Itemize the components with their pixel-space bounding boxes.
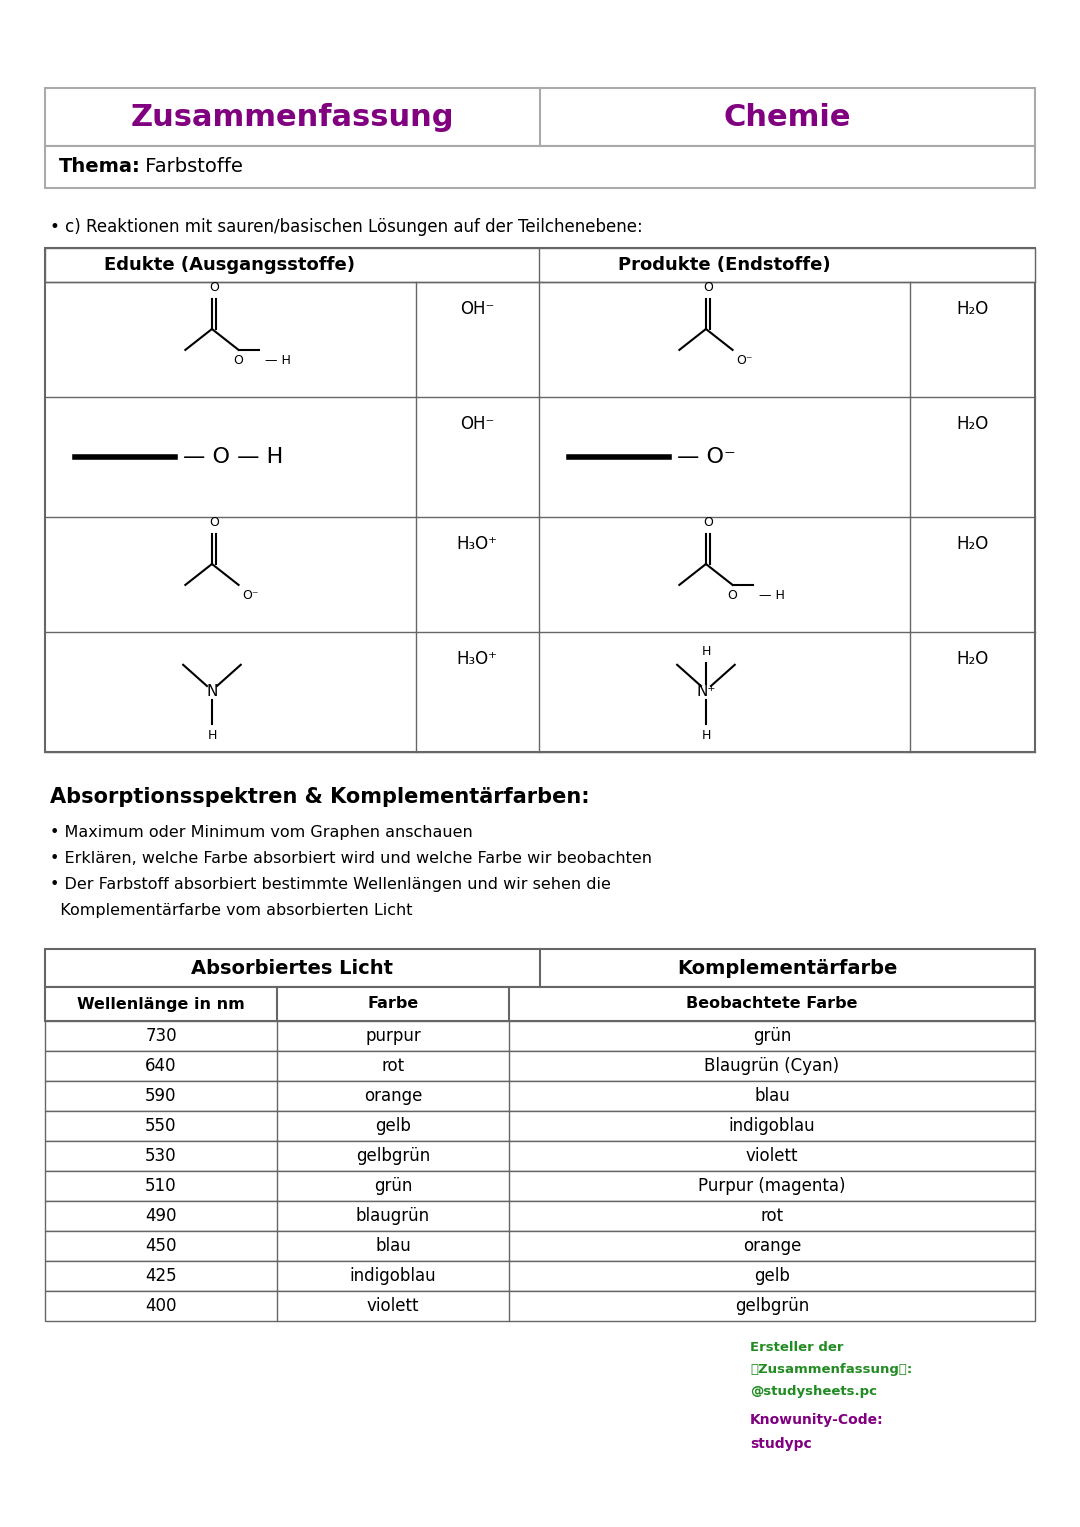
- Text: indigoblau: indigoblau: [350, 1267, 436, 1286]
- Text: O: O: [210, 281, 219, 293]
- Bar: [45, 1112, 1035, 1141]
- Text: Thema:: Thema:: [59, 157, 140, 177]
- Text: rot: rot: [760, 1206, 784, 1225]
- Text: orange: orange: [364, 1087, 422, 1106]
- Bar: [45, 1081, 1035, 1112]
- Text: Beobachtete Farbe: Beobachtete Farbe: [686, 997, 858, 1011]
- Text: — H: — H: [266, 354, 292, 366]
- Bar: [45, 247, 1035, 751]
- Text: O⁻: O⁻: [737, 354, 753, 366]
- Bar: [45, 948, 1035, 986]
- Text: Wellenlänge in nm: Wellenlänge in nm: [77, 997, 245, 1011]
- Bar: [45, 89, 1035, 147]
- Text: Blaugrün (Cyan): Blaugrün (Cyan): [704, 1057, 839, 1075]
- Text: O: O: [233, 354, 243, 366]
- Text: — O — H: — O — H: [183, 447, 283, 467]
- Text: • Der Farbstoff absorbiert bestimmte Wellenlängen und wir sehen die: • Der Farbstoff absorbiert bestimmte Wel…: [50, 876, 611, 892]
- Text: Absorbiertes Licht: Absorbiertes Licht: [191, 959, 393, 977]
- Text: indigoblau: indigoblau: [729, 1116, 815, 1135]
- Text: 730: 730: [145, 1028, 177, 1044]
- Bar: [45, 1171, 1035, 1202]
- Text: 590: 590: [145, 1087, 177, 1106]
- Text: Absorptionsspektren & Komplementärfarben:: Absorptionsspektren & Komplementärfarben…: [50, 786, 590, 806]
- Text: blaugrün: blaugrün: [356, 1206, 430, 1225]
- Text: H₂O: H₂O: [956, 534, 988, 553]
- Text: rot: rot: [381, 1057, 405, 1075]
- Text: O: O: [703, 516, 713, 528]
- Text: OH⁻: OH⁻: [460, 299, 495, 318]
- Text: H₂O: H₂O: [956, 299, 988, 318]
- Text: Purpur (magenta): Purpur (magenta): [699, 1177, 846, 1196]
- Text: H: H: [207, 728, 217, 742]
- Text: Edukte (Ausgangsstoffe): Edukte (Ausgangsstoffe): [105, 257, 355, 273]
- Text: studypc: studypc: [750, 1437, 812, 1451]
- Bar: [45, 247, 1035, 282]
- Text: 📷Zusammenfassung📷:: 📷Zusammenfassung📷:: [750, 1364, 913, 1376]
- Text: violett: violett: [367, 1296, 419, 1315]
- Text: 640: 640: [145, 1057, 177, 1075]
- Text: orange: orange: [743, 1237, 801, 1255]
- Text: Farbstoffe: Farbstoffe: [139, 157, 243, 177]
- Text: • Maximum oder Minimum vom Graphen anschauen: • Maximum oder Minimum vom Graphen ansch…: [50, 825, 473, 840]
- Text: 450: 450: [145, 1237, 177, 1255]
- Text: — H: — H: [759, 589, 785, 602]
- Text: • c) Reaktionen mit sauren/basischen Lösungen auf der Teilchenebene:: • c) Reaktionen mit sauren/basischen Lös…: [50, 218, 643, 237]
- Bar: [45, 1141, 1035, 1171]
- Text: O: O: [728, 589, 738, 602]
- Bar: [45, 1022, 1035, 1051]
- Text: • Erklären, welche Farbe absorbiert wird und welche Farbe wir beobachten: • Erklären, welche Farbe absorbiert wird…: [50, 851, 652, 866]
- Text: H₃O⁺: H₃O⁺: [457, 651, 498, 667]
- Text: 510: 510: [145, 1177, 177, 1196]
- Text: 400: 400: [145, 1296, 177, 1315]
- Text: Produkte (Endstoffe): Produkte (Endstoffe): [618, 257, 831, 273]
- Bar: [45, 1051, 1035, 1081]
- Text: blau: blau: [375, 1237, 410, 1255]
- Text: 425: 425: [145, 1267, 177, 1286]
- Text: grün: grün: [753, 1028, 792, 1044]
- Text: purpur: purpur: [365, 1028, 421, 1044]
- Text: Farbe: Farbe: [367, 997, 419, 1011]
- Bar: [45, 986, 1035, 1022]
- Bar: [45, 1202, 1035, 1231]
- Text: Ersteller der: Ersteller der: [750, 1341, 843, 1354]
- Text: — O⁻: — O⁻: [677, 447, 735, 467]
- Text: Zusammenfassung: Zusammenfassung: [131, 102, 454, 131]
- Text: H: H: [701, 728, 711, 742]
- Text: 550: 550: [145, 1116, 177, 1135]
- Text: H₂O: H₂O: [956, 415, 988, 434]
- Text: O: O: [210, 516, 219, 528]
- Text: gelbgrün: gelbgrün: [356, 1147, 430, 1165]
- Text: N⁺: N⁺: [697, 684, 716, 699]
- Text: @studysheets.pc: @studysheets.pc: [750, 1385, 877, 1399]
- Text: violett: violett: [746, 1147, 798, 1165]
- Text: Chemie: Chemie: [724, 102, 851, 131]
- Text: O⁻: O⁻: [243, 589, 259, 602]
- Text: O: O: [703, 281, 713, 293]
- Text: OH⁻: OH⁻: [460, 415, 495, 434]
- Bar: [45, 1261, 1035, 1290]
- Text: Komplementärfarbe: Komplementärfarbe: [677, 959, 897, 977]
- Text: blau: blau: [754, 1087, 789, 1106]
- Text: 530: 530: [145, 1147, 177, 1165]
- Text: H₂O: H₂O: [956, 651, 988, 667]
- Text: gelb: gelb: [754, 1267, 789, 1286]
- Bar: [45, 1231, 1035, 1261]
- Bar: [45, 1290, 1035, 1321]
- Text: H₃O⁺: H₃O⁺: [457, 534, 498, 553]
- Text: gelbgrün: gelbgrün: [734, 1296, 809, 1315]
- Bar: [45, 147, 1035, 188]
- Text: Komplementärfarbe vom absorbierten Licht: Komplementärfarbe vom absorbierten Licht: [50, 902, 413, 918]
- Text: gelb: gelb: [375, 1116, 410, 1135]
- Text: H: H: [701, 646, 711, 658]
- Text: Knowunity-Code:: Knowunity-Code:: [750, 1412, 883, 1428]
- Text: 490: 490: [145, 1206, 177, 1225]
- Text: N: N: [206, 684, 218, 699]
- Text: grün: grün: [374, 1177, 413, 1196]
